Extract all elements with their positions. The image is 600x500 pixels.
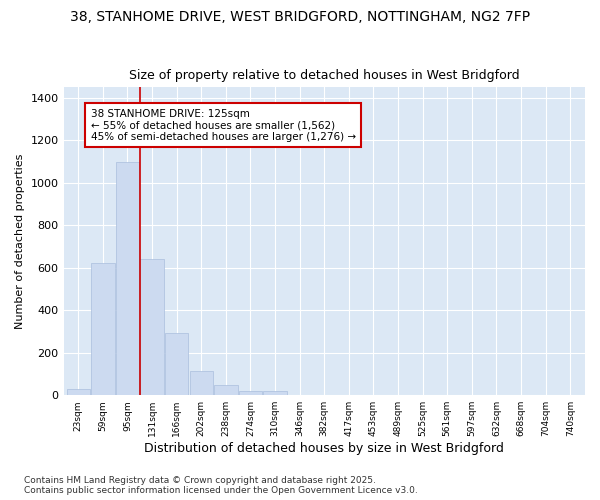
Bar (140, 260, 164, 395)
Text: 38 STANHOME DRIVE: 125sqm
← 55% of detached houses are smaller (1,562)
45% of se: 38 STANHOME DRIVE: 125sqm ← 55% of detac… (91, 108, 356, 142)
Bar (190, 371, 213, 395)
Bar (116, 162, 139, 395)
Title: Size of property relative to detached houses in West Bridgford: Size of property relative to detached ho… (129, 69, 520, 82)
Text: Contains HM Land Registry data © Crown copyright and database right 2025.
Contai: Contains HM Land Registry data © Crown c… (24, 476, 418, 495)
Bar (263, 392, 287, 395)
Y-axis label: Number of detached properties: Number of detached properties (15, 154, 25, 329)
Bar (165, 332, 188, 395)
X-axis label: Distribution of detached houses by size in West Bridgford: Distribution of detached houses by size … (145, 442, 504, 455)
Bar (67, 389, 90, 395)
Bar (239, 391, 262, 395)
Text: 38, STANHOME DRIVE, WEST BRIDGFORD, NOTTINGHAM, NG2 7FP: 38, STANHOME DRIVE, WEST BRIDGFORD, NOTT… (70, 10, 530, 24)
Bar (91, 262, 115, 395)
Bar (214, 384, 238, 395)
